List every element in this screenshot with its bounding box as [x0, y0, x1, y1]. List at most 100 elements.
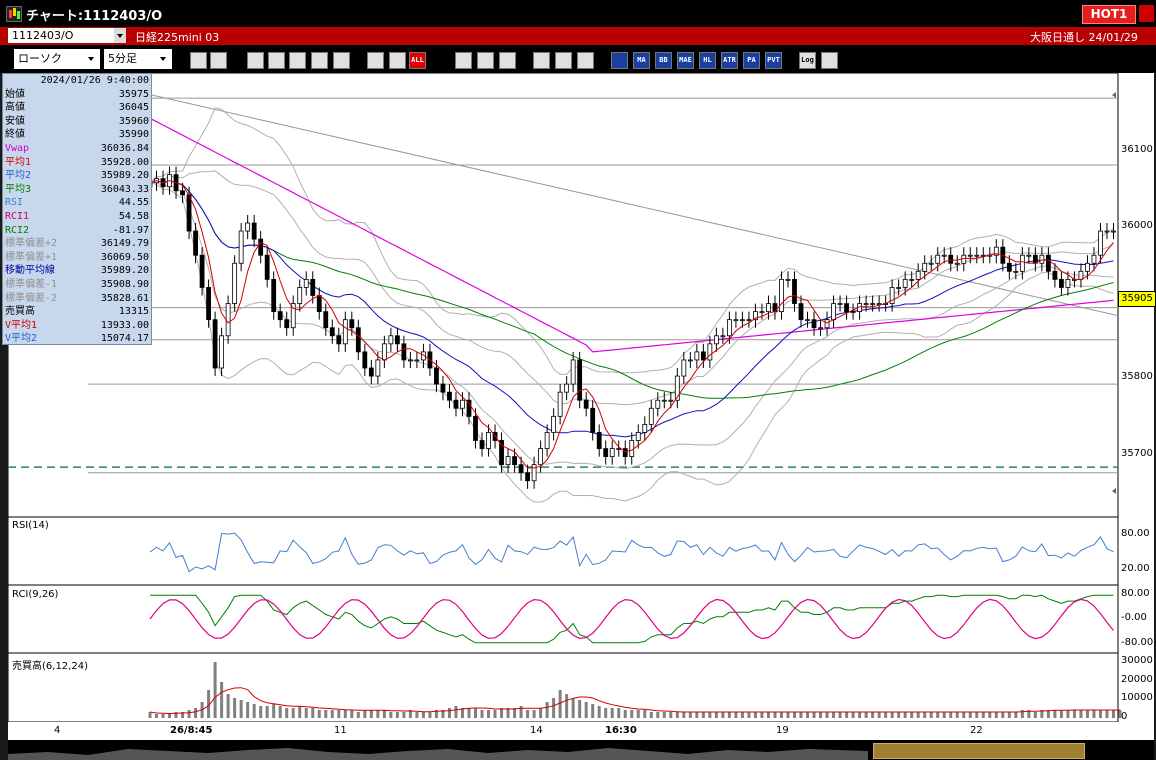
candle-body [323, 311, 329, 329]
volume-bar [181, 712, 185, 718]
crosshair-icon[interactable] [210, 52, 227, 69]
candle-body [290, 303, 296, 329]
info-value: -81.97 [112, 224, 149, 236]
volume-bar [421, 712, 425, 718]
symbol-code: 1112403/O [12, 29, 74, 42]
pa-icon[interactable]: PA [743, 52, 760, 69]
volume-bar [272, 704, 276, 718]
compare-icon[interactable] [289, 52, 306, 69]
line-tool-icon[interactable] [455, 52, 472, 69]
volume-bar [942, 712, 946, 718]
candle-body [186, 194, 192, 232]
chart-area[interactable] [7, 72, 1154, 723]
scrollbar-thumb[interactable] [873, 743, 1085, 759]
ma-icon[interactable]: MA [633, 52, 650, 69]
log-icon[interactable]: Log [799, 52, 816, 69]
volume-bar [324, 710, 328, 718]
search-icon[interactable] [190, 52, 207, 69]
candle-body [707, 343, 713, 361]
chart-svg[interactable] [7, 72, 1154, 723]
chart-type-value: ローソク [18, 52, 62, 65]
bollinger-band [149, 107, 1114, 375]
candle-body [1045, 254, 1051, 272]
volume-bar [493, 710, 497, 718]
candle-body [811, 319, 817, 329]
chart-type-select[interactable]: ローソク [14, 49, 100, 69]
time-tick: 4 [54, 725, 61, 736]
bb-icon[interactable]: BB [655, 52, 672, 69]
draw-icon[interactable] [247, 52, 264, 69]
split-icon[interactable] [311, 52, 328, 69]
candle-body [258, 238, 264, 256]
chevron-down-icon[interactable] [86, 51, 98, 67]
chevron-down-icon[interactable] [114, 28, 126, 43]
candle-body [414, 359, 420, 362]
candle-body [713, 335, 719, 345]
time-axis: 4 26/8:45 11 14 16:30 19 22 [8, 722, 1154, 740]
info-key: 標準偏差-1 [5, 278, 58, 290]
volume-bar [740, 712, 744, 718]
time-tick: 19 [776, 725, 789, 736]
symbol-code-select[interactable]: 1112403/O [8, 28, 126, 43]
hl-icon[interactable]: HL [699, 52, 716, 69]
info-key: 平均3 [5, 183, 32, 195]
volume-bar [343, 710, 347, 718]
candle-body [648, 407, 654, 425]
info-row: 始値 35975 [3, 88, 151, 102]
time-tick: 16:30 [605, 725, 637, 736]
candle-body [818, 327, 823, 330]
info-value: 35928.00 [100, 156, 149, 168]
info-key: 終値 [5, 129, 25, 141]
candle-down-icon[interactable] [389, 52, 406, 69]
candle-up-icon[interactable] [367, 52, 384, 69]
all-icon[interactable]: ALL [409, 52, 426, 69]
candle-body [368, 367, 374, 377]
volume-bar [408, 710, 412, 718]
export-icon[interactable] [821, 52, 838, 69]
close-button[interactable] [1139, 5, 1154, 22]
candle-body [329, 327, 335, 337]
time-tick: 22 [970, 725, 983, 736]
candle-body [394, 335, 400, 345]
volume-bar [753, 712, 757, 718]
volume-bar [604, 708, 608, 718]
info-value: 36045 [118, 102, 149, 114]
volume-tick: 30000 [1121, 655, 1153, 666]
mae-icon[interactable]: MAE [677, 52, 694, 69]
volume-bar [447, 708, 451, 718]
color-icon[interactable] [577, 52, 594, 69]
candle-body [303, 278, 309, 288]
edit-icon[interactable] [555, 52, 572, 69]
info-value: 35828.61 [100, 292, 149, 304]
indicator-icon[interactable] [611, 52, 628, 69]
volume-bar [252, 704, 256, 718]
zoom-icon[interactable] [268, 52, 285, 69]
cursor-icon[interactable] [477, 52, 494, 69]
info-value: 35960 [118, 115, 149, 127]
horizontal-scrollbar[interactable] [8, 740, 1154, 760]
undo-icon[interactable] [499, 52, 516, 69]
timeframe-select[interactable]: 5分足 [104, 49, 172, 69]
hot-button[interactable]: HOT1 [1082, 5, 1136, 24]
atr-icon[interactable]: ATR [721, 52, 738, 69]
chevron-down-icon[interactable] [158, 51, 170, 67]
volume-bar [519, 706, 523, 718]
info-key: Vwap [5, 142, 30, 154]
pvt-icon[interactable]: PVT [765, 52, 782, 69]
volume-bar [1014, 712, 1018, 718]
candle-body [824, 319, 830, 329]
volume-bar [656, 712, 660, 718]
info-key: 平均2 [5, 170, 32, 182]
volume-bar [506, 708, 510, 718]
volume-bar [168, 714, 172, 718]
volume-bar [584, 702, 588, 718]
settings-icon[interactable] [533, 52, 550, 69]
volume-bar [1059, 710, 1063, 718]
volume-bar [337, 710, 341, 718]
candle-body [1052, 270, 1058, 280]
candle-body [733, 319, 739, 322]
volume-tick: 20000 [1121, 674, 1153, 685]
candle-body [941, 254, 947, 257]
disabled-icon[interactable] [333, 52, 350, 69]
volume-bar [864, 712, 868, 718]
